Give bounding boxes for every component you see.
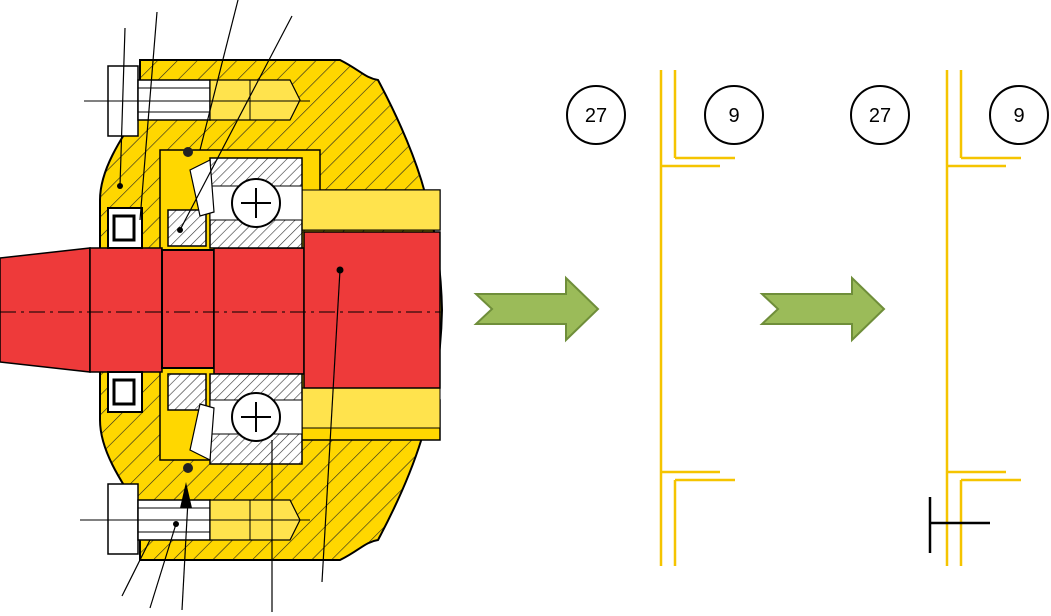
bolt-bottom (80, 482, 310, 555)
svg-text:9: 9 (728, 105, 739, 127)
schematic-middle: 27 9 (566, 70, 764, 566)
flow-arrow-icon-1 (473, 275, 600, 343)
bearing-assembly-section (0, 0, 444, 612)
schematic-right: 27 9 (850, 70, 1049, 566)
flow-arrow-icon-2 (759, 275, 886, 343)
svg-text:27: 27 (585, 105, 607, 127)
circle-label-27-right: 27 (850, 85, 910, 145)
support-mark (928, 497, 990, 553)
housing-band-top (299, 189, 441, 231)
lip-seal-bottom (107, 371, 143, 413)
circle-label-27-middle: 27 (566, 85, 626, 145)
svg-text:27: 27 (869, 105, 891, 127)
ball-bearing-top (209, 157, 303, 249)
shaft (0, 231, 441, 389)
housing-band-bottom (299, 387, 441, 429)
ball-bearing-bottom (209, 373, 303, 465)
circle-label-9-middle: 9 (704, 85, 764, 145)
seal-ring-bottom (167, 373, 215, 473)
bolt-top (84, 65, 310, 137)
leader-lines (119, 0, 341, 612)
svg-text:9: 9 (1013, 105, 1024, 127)
circle-label-9-right: 9 (989, 85, 1049, 145)
